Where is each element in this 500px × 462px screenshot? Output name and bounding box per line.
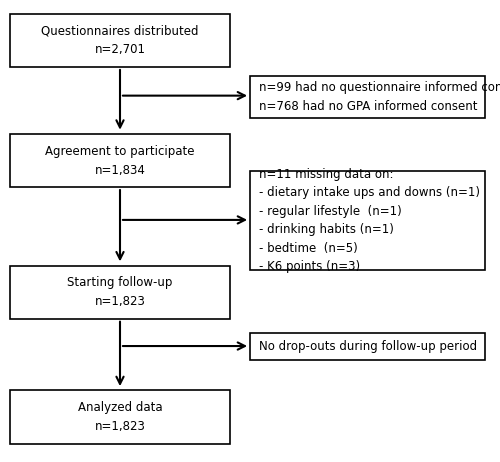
FancyBboxPatch shape xyxy=(250,333,485,360)
FancyBboxPatch shape xyxy=(250,76,485,118)
Text: Analyzed data
n=1,823: Analyzed data n=1,823 xyxy=(78,401,162,433)
Text: n=99 had no questionnaire informed consent
n=768 had no GPA informed consent: n=99 had no questionnaire informed conse… xyxy=(259,81,500,113)
Text: n=11 missing data on:
- dietary intake ups and downs (n=1)
- regular lifestyle  : n=11 missing data on: - dietary intake u… xyxy=(259,168,480,274)
Text: Starting follow-up
n=1,823: Starting follow-up n=1,823 xyxy=(68,276,172,308)
Text: Questionnaires distributed
n=2,701: Questionnaires distributed n=2,701 xyxy=(41,24,199,56)
Text: Agreement to participate
n=1,834: Agreement to participate n=1,834 xyxy=(45,145,195,176)
FancyBboxPatch shape xyxy=(10,14,230,67)
Text: No drop-outs during follow-up period: No drop-outs during follow-up period xyxy=(259,340,477,353)
FancyBboxPatch shape xyxy=(250,171,485,270)
FancyBboxPatch shape xyxy=(10,134,230,187)
FancyBboxPatch shape xyxy=(10,266,230,319)
FancyBboxPatch shape xyxy=(10,390,230,444)
